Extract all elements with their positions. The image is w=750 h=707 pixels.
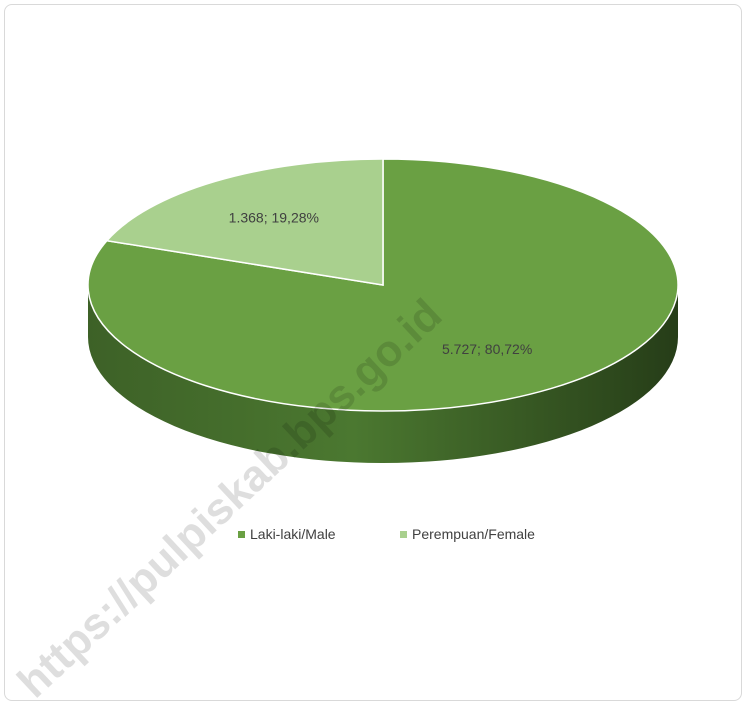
legend-label-male: Laki-laki/Male <box>250 526 336 542</box>
legend-label-female: Perempuan/Female <box>412 526 535 542</box>
legend-swatch-male <box>238 531 245 538</box>
data-label-female: 1.368; 19,28% <box>229 210 319 226</box>
pie-side-wall-front <box>88 285 678 463</box>
pie-top <box>87 158 679 412</box>
data-label-male: 5.727; 80,72% <box>442 341 532 357</box>
pie-side-wall <box>88 285 678 463</box>
pie-data-labels: 5.727; 80,72% 1.368; 19,28% <box>229 210 533 358</box>
legend-swatch-female <box>400 531 407 538</box>
legend: Laki-laki/Male Perempuan/Female <box>238 526 535 542</box>
pie-slice-female <box>105 158 384 286</box>
